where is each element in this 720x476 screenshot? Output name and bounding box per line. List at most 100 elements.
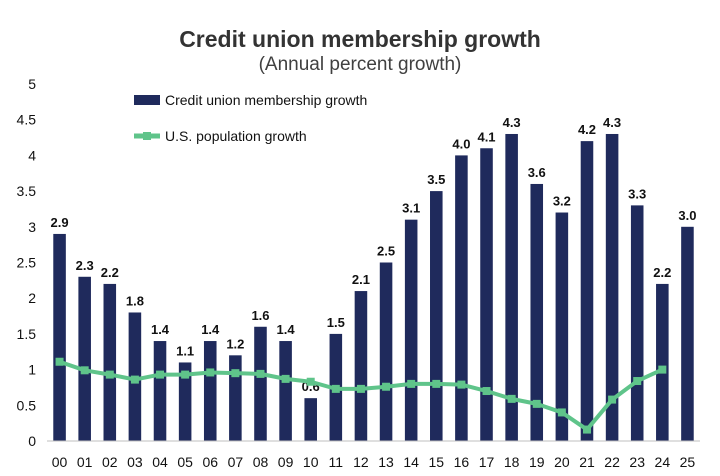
x-tick-label: 02 — [102, 454, 118, 470]
bar — [178, 362, 192, 441]
bar-value-label: 4.1 — [477, 129, 495, 144]
bar — [78, 276, 91, 441]
x-tick-label: 00 — [52, 454, 68, 470]
bar — [505, 133, 518, 442]
line-point — [256, 369, 265, 378]
line-point — [281, 374, 290, 383]
bar-value-label: 2.1 — [352, 272, 370, 287]
y-tick-label: 3 — [28, 219, 36, 235]
y-tick-label: 2 — [28, 290, 36, 306]
bar — [580, 141, 594, 441]
x-axis-ticks: 00 01 02 03 04 05 06 07 08 09 10 11 12 13 14 15 16 17 18 19… — [52, 454, 696, 470]
x-tick-label: 15 — [428, 454, 444, 470]
bar-value-label: 1.4 — [151, 322, 170, 337]
bar-value-label: 2.2 — [101, 265, 119, 280]
y-tick-label: 1.5 — [17, 326, 37, 342]
bar-value-label: 1.4 — [277, 322, 296, 337]
y-tick-label: 2.5 — [17, 255, 37, 271]
y-tick-label: 4 — [28, 147, 36, 163]
y-tick-label: 1 — [28, 362, 36, 378]
line-point — [482, 387, 491, 396]
x-tick-label: 19 — [529, 454, 545, 470]
bar-value-label: 1.8 — [126, 293, 144, 308]
x-tick-label: 04 — [152, 454, 168, 470]
legend-bar-label: Credit union membership growth — [165, 92, 367, 108]
legend-line-marker — [143, 132, 151, 140]
line-point — [608, 395, 617, 404]
bar-value-label: 2.2 — [653, 265, 671, 280]
x-tick-label: 24 — [655, 454, 671, 470]
x-tick-label: 11 — [329, 454, 344, 470]
bar-value-label: 3.5 — [427, 172, 445, 187]
x-tick-label: 22 — [604, 454, 620, 470]
x-tick-label: 03 — [127, 454, 143, 470]
bar-value-label: 3.6 — [528, 165, 546, 180]
bar — [480, 148, 493, 441]
line-point — [582, 425, 591, 434]
bar — [555, 212, 569, 441]
y-tick-label: 0 — [28, 433, 36, 449]
line-point — [156, 370, 165, 379]
bar — [605, 133, 619, 442]
bar — [103, 283, 117, 441]
x-tick-label: 08 — [253, 454, 269, 470]
bar — [656, 283, 669, 441]
line-point — [105, 370, 114, 379]
bar-value-label: 1.6 — [251, 308, 269, 323]
x-tick-label: 07 — [228, 454, 244, 470]
y-axis-ticks: 0 0.5 1 1.5 2 2.5 3 3.5 4 4.5 5 — [17, 76, 37, 449]
bar — [279, 341, 292, 441]
chart-title: Credit union membership growth — [179, 26, 541, 52]
line-point — [130, 375, 139, 384]
y-tick-label: 5 — [28, 76, 36, 92]
x-tick-label: 05 — [177, 454, 193, 470]
bar-value-label: 2.5 — [377, 244, 395, 259]
line-point — [382, 382, 391, 391]
y-tick-label: 4.5 — [17, 112, 37, 128]
bar — [530, 183, 544, 441]
x-tick-label: 17 — [479, 454, 495, 470]
y-tick-label: 0.5 — [17, 397, 37, 413]
x-tick-label: 14 — [403, 454, 419, 470]
bar-value-label: 1.5 — [327, 315, 345, 330]
legend-bar-swatch — [134, 95, 160, 105]
bar — [430, 191, 443, 441]
x-tick-label: 06 — [202, 454, 218, 470]
x-tick-label: 16 — [454, 454, 470, 470]
line-point — [331, 384, 340, 393]
x-tick-label: 18 — [504, 454, 520, 470]
bar-value-label: 2.3 — [76, 258, 94, 273]
bar — [254, 326, 267, 441]
line-point — [80, 366, 89, 375]
line-point — [55, 357, 64, 366]
bar-value-label: 4.3 — [603, 115, 621, 130]
line-point — [532, 399, 541, 408]
bar — [203, 341, 217, 441]
x-tick-label: 10 — [303, 454, 319, 470]
x-tick-label: 20 — [554, 454, 570, 470]
x-tick-label: 12 — [353, 454, 369, 470]
bar-value-label: 2.9 — [51, 215, 69, 230]
line-series — [55, 357, 667, 434]
line-point — [306, 377, 315, 386]
x-tick-label: 13 — [378, 454, 394, 470]
line-point — [206, 368, 215, 377]
line-point — [231, 369, 240, 378]
bar — [53, 233, 66, 441]
bar-value-label: 1.1 — [176, 343, 194, 358]
bar-value-label: 4.2 — [578, 122, 596, 137]
bar-value-label: 3.0 — [678, 208, 696, 223]
bar-series — [53, 133, 694, 442]
bar — [304, 398, 317, 441]
bar — [354, 291, 368, 441]
line-point — [356, 384, 365, 393]
bar — [153, 341, 167, 441]
x-tick-label: 25 — [680, 454, 696, 470]
line-point — [407, 379, 416, 388]
x-tick-label: 23 — [629, 454, 645, 470]
line-point — [181, 370, 190, 379]
bar-value-label: 3.2 — [553, 194, 571, 209]
bar-value-label: 4.0 — [452, 136, 470, 151]
line-point — [432, 379, 441, 388]
